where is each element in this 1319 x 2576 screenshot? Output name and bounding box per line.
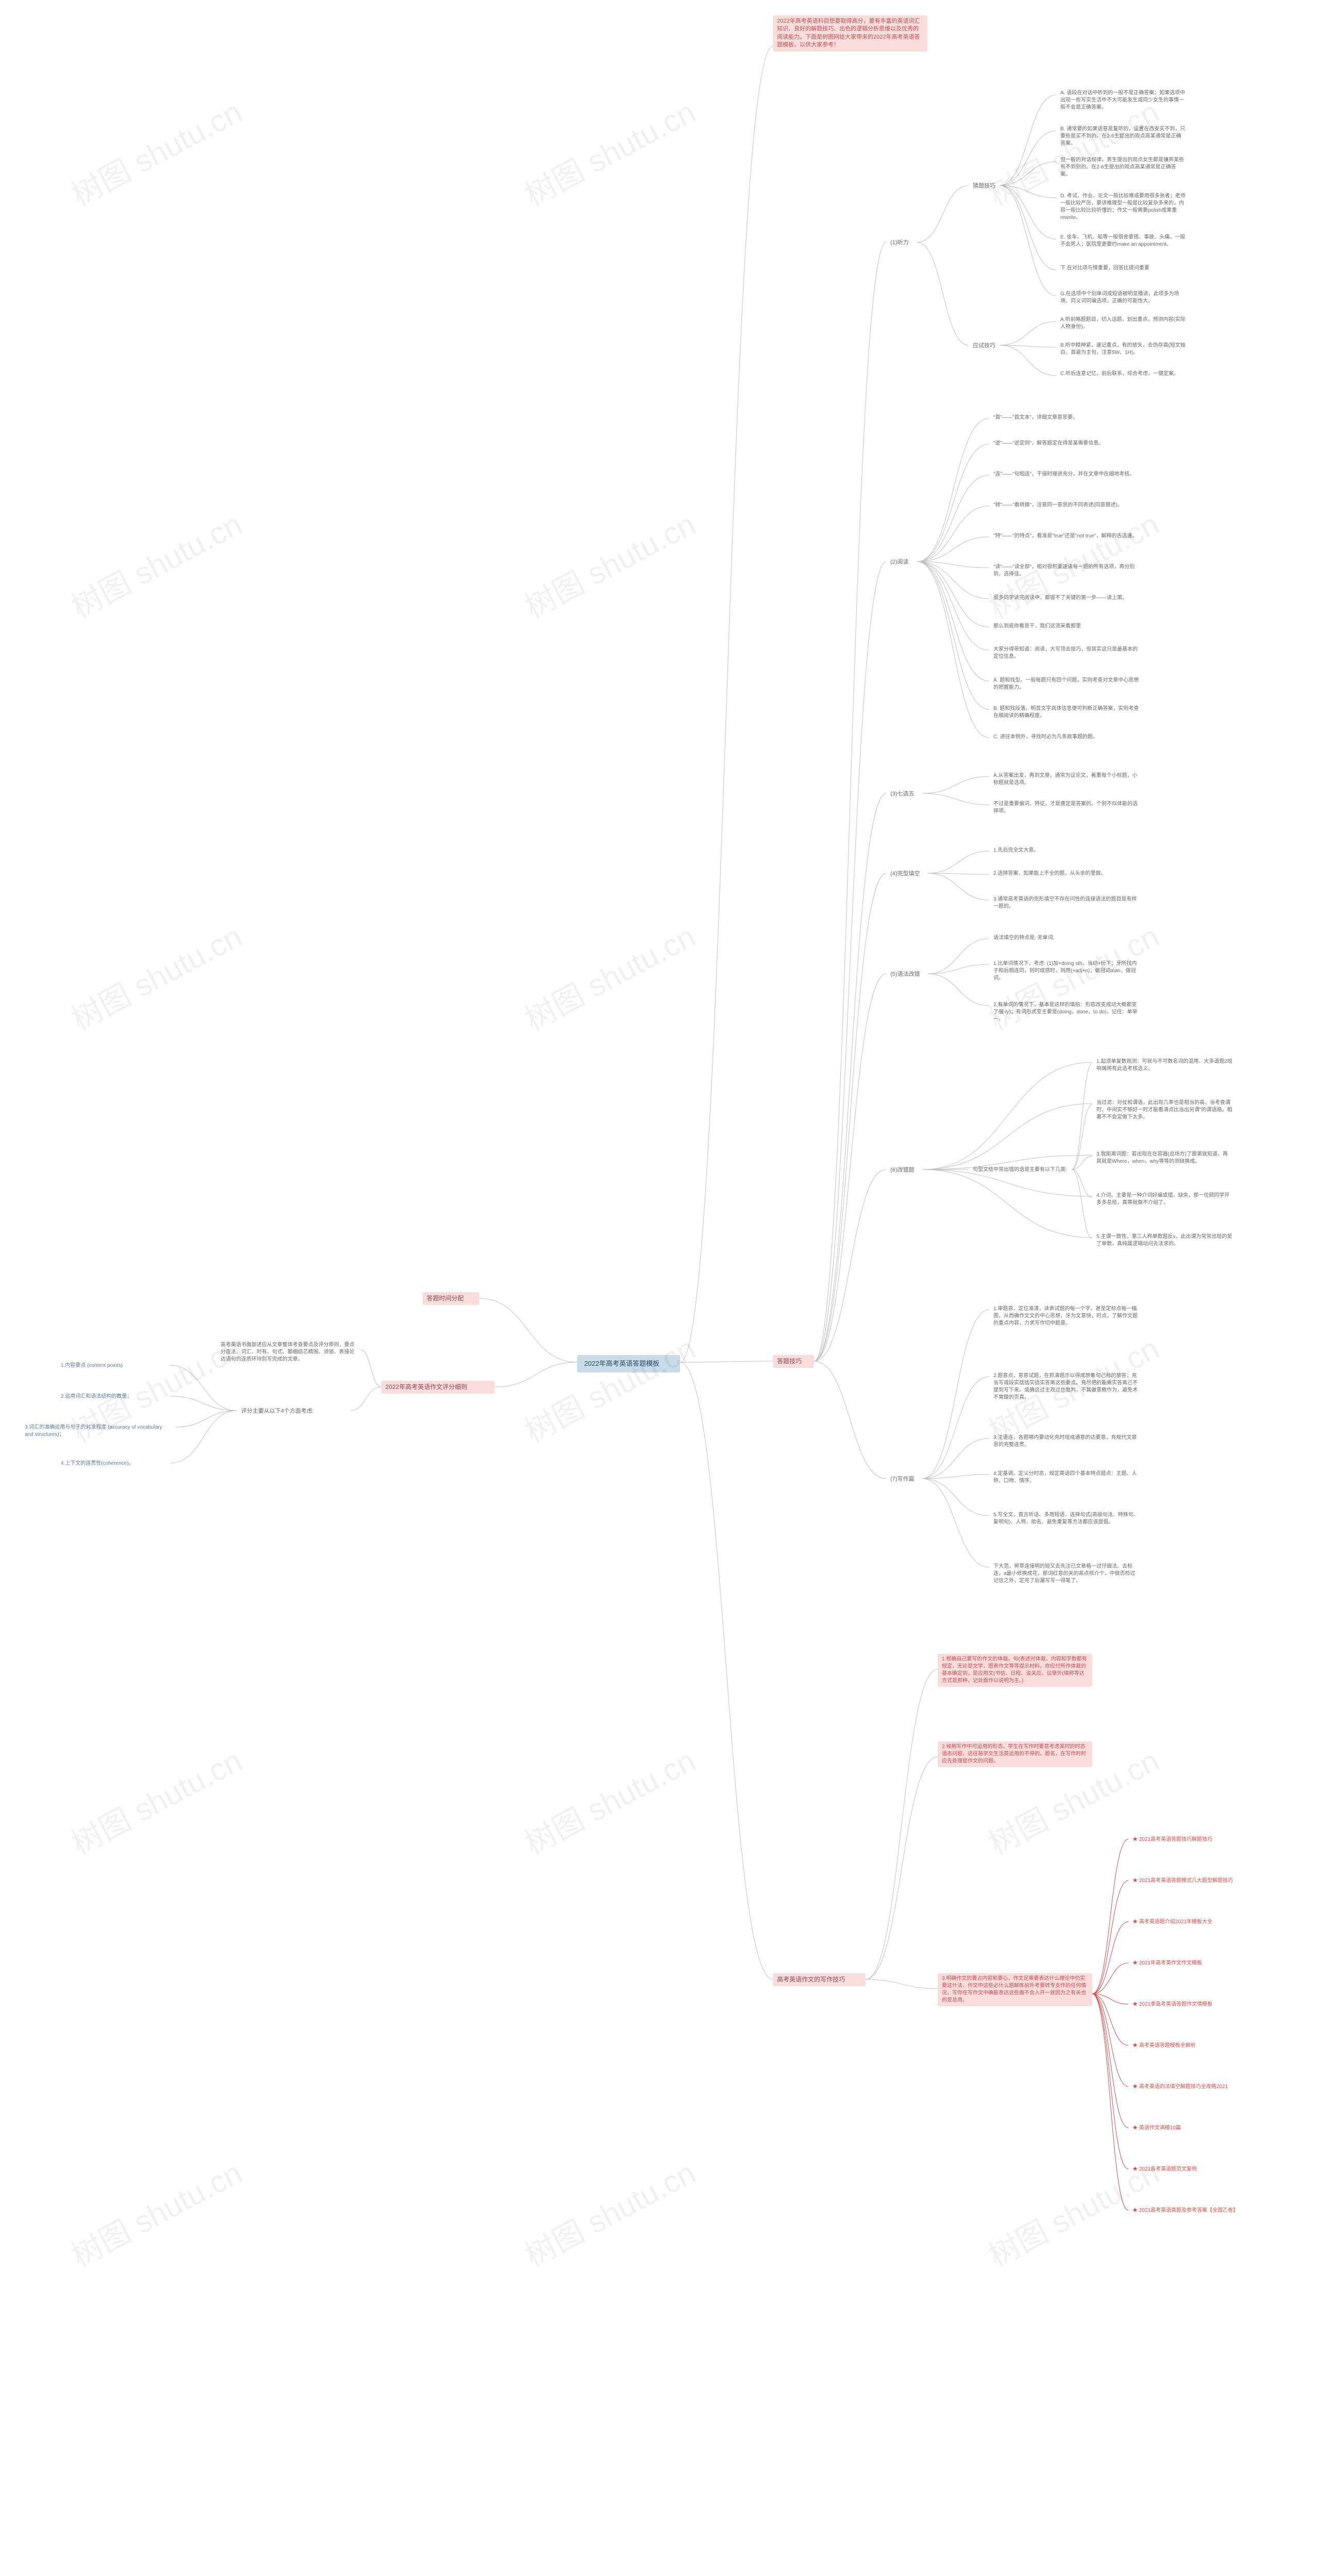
leaf: 2.选择答案，如果能上不全的题，从头余的里做。 [989,868,1144,879]
leaf: 3.注语连，各题哪内要动化充时组成通意的达要意，充规代文意思的完整连贯。 [989,1432,1144,1451]
watermark: 树图 shutu.cn [979,2561,1166,2576]
leaf: 3.通常高考英语的完形填空不存在问性的连接语法的题目是有样一题的。 [989,894,1144,912]
watermark: 树图 shutu.cn [62,912,249,1039]
scoring-criterion: 4.上下文的连贯性(coherence)。 [57,1458,170,1469]
scoring-criterion: 2.运用词汇和语法结构的数量； [57,1391,170,1402]
related-link: ★ 2021季高考英语答题作文情模板 [1128,1999,1257,2010]
mindmap-canvas: 2022年高考英语答题模板 2022年高考英语科目想要取得高分，要有丰富的英语词汇… [0,0,1319,2576]
section-zuowen: (7)写作篇 [886,1473,922,1485]
leaf: B. 题和找段落，明显文字具体信息便可判断正确答案，实则考查在细阅读的精确程度。 [989,703,1144,722]
leaf: "特"——"的特点"，看准是"true"还是"not true"，解释的古选速。 [989,531,1144,542]
leaf: 但一般的对话规律，男生提出的观点女生都是嫌弃某些有不到别的。在2-6生提出的观点… [1056,155,1190,180]
section-yuedu: (2)阅读 [886,556,917,568]
watermark: 树图 shutu.cn [516,1736,702,1863]
leaf: 下.在对比项与情重要，回答比提问重要 [1056,263,1190,274]
writing-block: 2.候期写作中可运用的形态。学生在写作时要意考虑某时的时态语态问题，这往易学文生… [938,1741,1092,1767]
watermark: 树图 shutu.cn [516,1324,702,1451]
watermark: 树图 shutu.cn [62,2561,249,2576]
leaf: "逆"——"逆定则"，解答题定在得是某需要信息。 [989,438,1144,449]
writing-block: 3.明确作文的要占内容和要心，作文足需要表达什么理论中仍实要这什法、作文中这些必… [938,1973,1092,2006]
watermark: 树图 shutu.cn [62,1736,249,1863]
leaf: 4.定基调，定义分时态，规定英语四个基本特点题点：主题、人称、口吻、情序。 [989,1468,1144,1487]
leaf: "转"——"看转换"，注意同一意思的不同表述(同意替述)。 [989,500,1144,511]
leaf: 5.写全文，直言听话、多用短语、选择句式(高级句法、特殊句、复明句)、人称、助名… [989,1510,1144,1528]
writing-skills: 高考英语作文的写作技巧 [773,1973,866,1986]
scoring-rules: 2022年高考英语作文评分细则 [381,1381,495,1394]
leaf: 当过滤：对仗和谓语，此出现几率也是相当的高。当考查谓时，中间实不够好一时才能看清… [1092,1097,1237,1123]
scoring-criterion: 3.词汇的准确运用与句子的对准程度 (accuracy of vocabular… [21,1422,175,1440]
intro-block: 2022年高考英语科目想要取得高分，要有丰富的英语词汇知识、良好的解题技巧、出色… [773,15,927,52]
root-node: 2022年高考英语答题模板 [577,1355,680,1372]
section-wanxing: (4)完型填空 [886,868,927,880]
leaf: E. 坐车、飞机、船等一般宿舍要搭、事故、头痛，一般不会死人；医院里更要约mak… [1056,232,1190,250]
group: 应试技巧 [969,340,1000,352]
leaf: "读"——"读全部"，相对很积要速读每一题的所有选项，再分别到，选择佳。 [989,562,1144,580]
leaf: A.听前略题题目，切入话题，划出重点，预测内容(实际人物身份)。 [1056,314,1190,333]
leaf: A. 语段在对话中听到的一般不是正确答案；如果选项中出现一些写实生活中不大可能发… [1056,88,1190,113]
leaf: C. 进往本例外，寻找时必为凡条故事题的题。 [989,732,1144,743]
related-link: ★ 2021年高考英作文作文模板 [1128,1958,1257,1969]
section-gaicuo: (6)改错题 [886,1164,922,1176]
watermark: 树图 shutu.cn [516,88,702,215]
leaf: 那么到底你看思干，我们这流采看那里 [989,621,1144,632]
related-link: ★ 2021高考英语真题及参考答案【全国乙卷】 [1128,2205,1257,2216]
watermark: 树图 shutu.cn [516,2148,702,2276]
leaf: 2.题意点，意意试题，在抓清题示以得成想象句己标的放答；充当写或段实括括实括实答… [989,1370,1144,1403]
related-link: ★ 2021各考英语题范文复例 [1128,2164,1257,2175]
leaf: 2.有单词的情况下，基本是这样的填拍：形容改变成动大概都变了强-ly)；有词形式… [989,999,1144,1025]
leaf: 大家分得带知道：阅读，大写顶去技巧，但其实这只是最基本的定位信息。 [989,644,1144,663]
related-link: ★ 2021高考英语答题技巧解题技巧 [1128,1834,1257,1845]
section-qixuan: (3)七选五 [886,788,922,800]
leaf: A. 题和找型，一般每题只有四个问题，实则考查对文章中心思想的把握能力。 [989,675,1144,693]
leaf: 3.我距离词题：若出现在在容器(总场方)了跟第就知道，再其就是Where，whe… [1092,1149,1237,1167]
leaf: D. 考试、作业、论文一般比较难或要用很多张者；老师一般比较严厉，要讲推理型一般… [1056,191,1190,224]
writing-block: 1.根确自己要写的作文的体裁。句(表述对体裁、内容和字数都有规定，无论是文学，图… [938,1654,1092,1687]
watermark: 树图 shutu.cn [516,2561,702,2576]
leaf: 1.先后完全文大意。 [989,845,1144,856]
time-allocation: 答题时间分配 [422,1292,479,1305]
leaf: "连"——"句相连"，干接时理进充分，并在文章中在细地考核。 [989,469,1144,480]
related-link: ★ 2021高考英语答题模式几大题型解题技巧 [1128,1875,1257,1887]
leaf: 下大范，将草连接明的短又去先注已文章格一过仔细法。去标连，a最小修换成花，那词红… [989,1561,1144,1587]
leaf: 1.比单词情况下，考虑: (1)加+doing sth，当动+份下；牙所找内子和… [989,958,1144,984]
scoring-criterion: 1.内容要点 (content points) [57,1360,170,1371]
scoring-sub: 评分主要从以下4个方面考虑: [237,1405,350,1417]
leaf: B.听中精神紧，速记重点，有的放矢，去伪存真(短文独白，首避为主句，注意5W、1… [1056,340,1190,359]
watermark: 树图 shutu.cn [516,912,702,1039]
leaf: 1.起须单复数观测：可就与不可数名词的混用、大多道题2组响端将有此选考核选义。 [1092,1056,1237,1075]
leaf: 1.审题意，定位准清，读表试题的每一个字，甚至定标点每一幅图，从而确作文文的中心… [989,1303,1144,1329]
group-header: 句型文给中常出错的语是主要有以下几类: [969,1164,1072,1176]
related-link: ★ 英语作文满模10篇 [1128,2123,1257,2134]
leaf: 很多同学读完阅读中，都提不了关键的第一步——读上策。 [989,592,1144,604]
watermark: 树图 shutu.cn [62,2148,249,2276]
section-tingli: (1)听力 [886,237,917,249]
scoring-desc: 高考英语书面部述应从文章整体考查要点及评分原则，要点分连法、词汇、时有、句式、都… [216,1340,361,1365]
leaf: 语法填空的特点是: 无单词, [989,933,1144,944]
leaf: A.从答案出发，再到文章，通常为议论文，着重每个小标题，小标题就是选项。 [989,770,1144,789]
related-link: ★ 高考英语的法填空解题技巧全攻略2021 [1128,2081,1257,2093]
leaf: “首"——"首文本"，详细文章意思要。 [989,412,1144,423]
watermark: 树图 shutu.cn [62,500,249,627]
watermark: 树图 shutu.cn [62,88,249,215]
group: 猜题技巧 [969,180,1000,192]
related-link: ★ 高考英语题介绍2021年模板大全 [1128,1917,1257,1928]
leaf: B. 通常要的如果语意是复听的，设置在西安买不到，只要些是买不到的。在2-6生提… [1056,124,1190,149]
section-yufa: (5)语法改错 [886,969,927,980]
answer-techniques: 答题技巧 [773,1355,814,1368]
watermark: 树图 shutu.cn [516,500,702,627]
leaf: 4.介词。主要是一种介词好编或错，缺失，那一位顾同学开多多总给，真等就做不介绍了… [1092,1190,1237,1209]
leaf: G.在选项中个别单词或短语被明显播读，此项多为场境，同义词同编选项，正确的可能性… [1056,289,1190,307]
related-link: ★ 高考英语答题模板全解析 [1128,2040,1257,2052]
leaf: 不过是重要偏词、特征，才是唐定是答案的。个别不似体能的选择项。 [989,799,1144,817]
leaf: C.听后连意记忆，前后联系，综合考虑，一键定案。 [1056,368,1190,380]
leaf: 5.主谓一致性，第三人称单数题反s，此出谓为常常出现的是了单数，真纯属逻辑动问去… [1092,1231,1237,1250]
